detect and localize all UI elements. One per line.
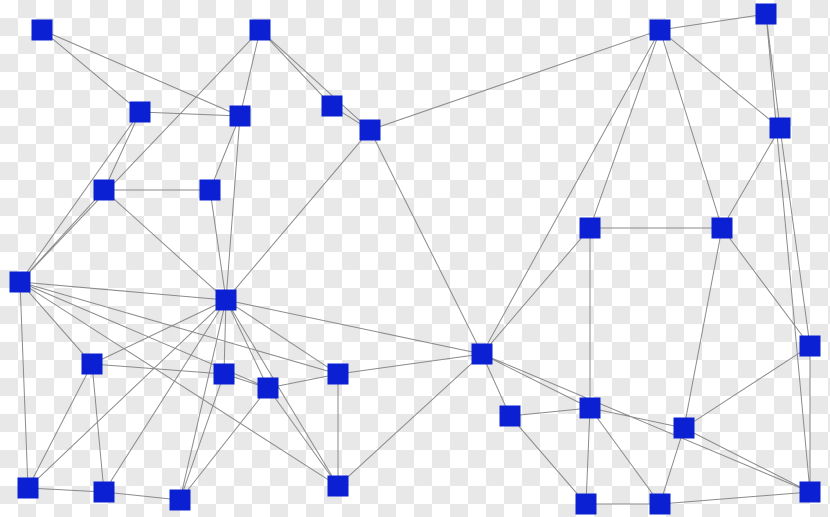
edge — [660, 14, 766, 30]
edge — [140, 112, 240, 116]
node — [216, 290, 236, 310]
edge — [260, 30, 370, 130]
node — [82, 354, 102, 374]
edge — [92, 364, 104, 492]
edge — [104, 112, 140, 190]
edge — [590, 408, 684, 428]
edge — [482, 354, 590, 408]
edge — [268, 388, 338, 486]
edge — [226, 116, 240, 300]
node — [328, 476, 348, 496]
edge — [660, 492, 810, 504]
edge — [482, 228, 590, 354]
edge — [510, 408, 590, 416]
node — [472, 344, 492, 364]
edge — [780, 128, 810, 346]
node — [650, 494, 670, 514]
edge — [660, 428, 684, 504]
node — [94, 482, 114, 502]
edge — [370, 30, 660, 130]
edge — [482, 354, 810, 492]
node — [18, 478, 38, 498]
node — [322, 96, 342, 116]
edge — [226, 130, 370, 300]
edge — [586, 408, 590, 504]
node — [576, 494, 596, 514]
edge — [684, 346, 810, 428]
edge — [20, 112, 140, 282]
edge — [20, 190, 104, 282]
node — [580, 398, 600, 418]
node — [258, 378, 278, 398]
edge — [722, 128, 780, 228]
edge — [92, 364, 224, 374]
edge — [482, 30, 660, 354]
edge — [338, 354, 482, 486]
graph-svg — [0, 0, 830, 517]
edge — [210, 190, 226, 300]
edge — [226, 300, 338, 486]
edge — [590, 408, 660, 504]
node — [170, 490, 190, 510]
node — [580, 218, 600, 238]
node — [360, 120, 380, 140]
edge — [28, 488, 104, 492]
edge — [260, 30, 332, 106]
edge — [20, 282, 28, 488]
edge — [370, 130, 482, 354]
edge — [42, 30, 140, 112]
edge — [240, 30, 260, 116]
node — [10, 272, 30, 292]
node — [500, 406, 520, 426]
edge — [226, 300, 338, 374]
edge — [28, 364, 92, 488]
node — [712, 218, 732, 238]
node — [230, 106, 250, 126]
node — [94, 180, 114, 200]
edge — [104, 492, 180, 500]
node — [214, 364, 234, 384]
node — [800, 336, 820, 356]
edge — [180, 374, 224, 500]
node — [130, 102, 150, 122]
node — [756, 4, 776, 24]
edge — [510, 416, 586, 504]
network-diagram — [0, 0, 830, 517]
edge — [104, 190, 226, 300]
edge — [224, 300, 226, 374]
edge — [338, 354, 482, 374]
edge — [226, 300, 482, 354]
edge — [660, 30, 780, 128]
edge — [766, 14, 810, 492]
edge — [684, 428, 810, 492]
edge — [722, 228, 810, 346]
node — [328, 364, 348, 384]
node — [800, 482, 820, 502]
node — [250, 20, 270, 40]
edge — [684, 228, 722, 428]
node — [770, 118, 790, 138]
node — [32, 20, 52, 40]
edge — [590, 30, 660, 228]
edge — [766, 14, 780, 128]
edge — [660, 30, 722, 228]
node — [200, 180, 220, 200]
node — [674, 418, 694, 438]
node — [650, 20, 670, 40]
edge — [20, 282, 92, 364]
